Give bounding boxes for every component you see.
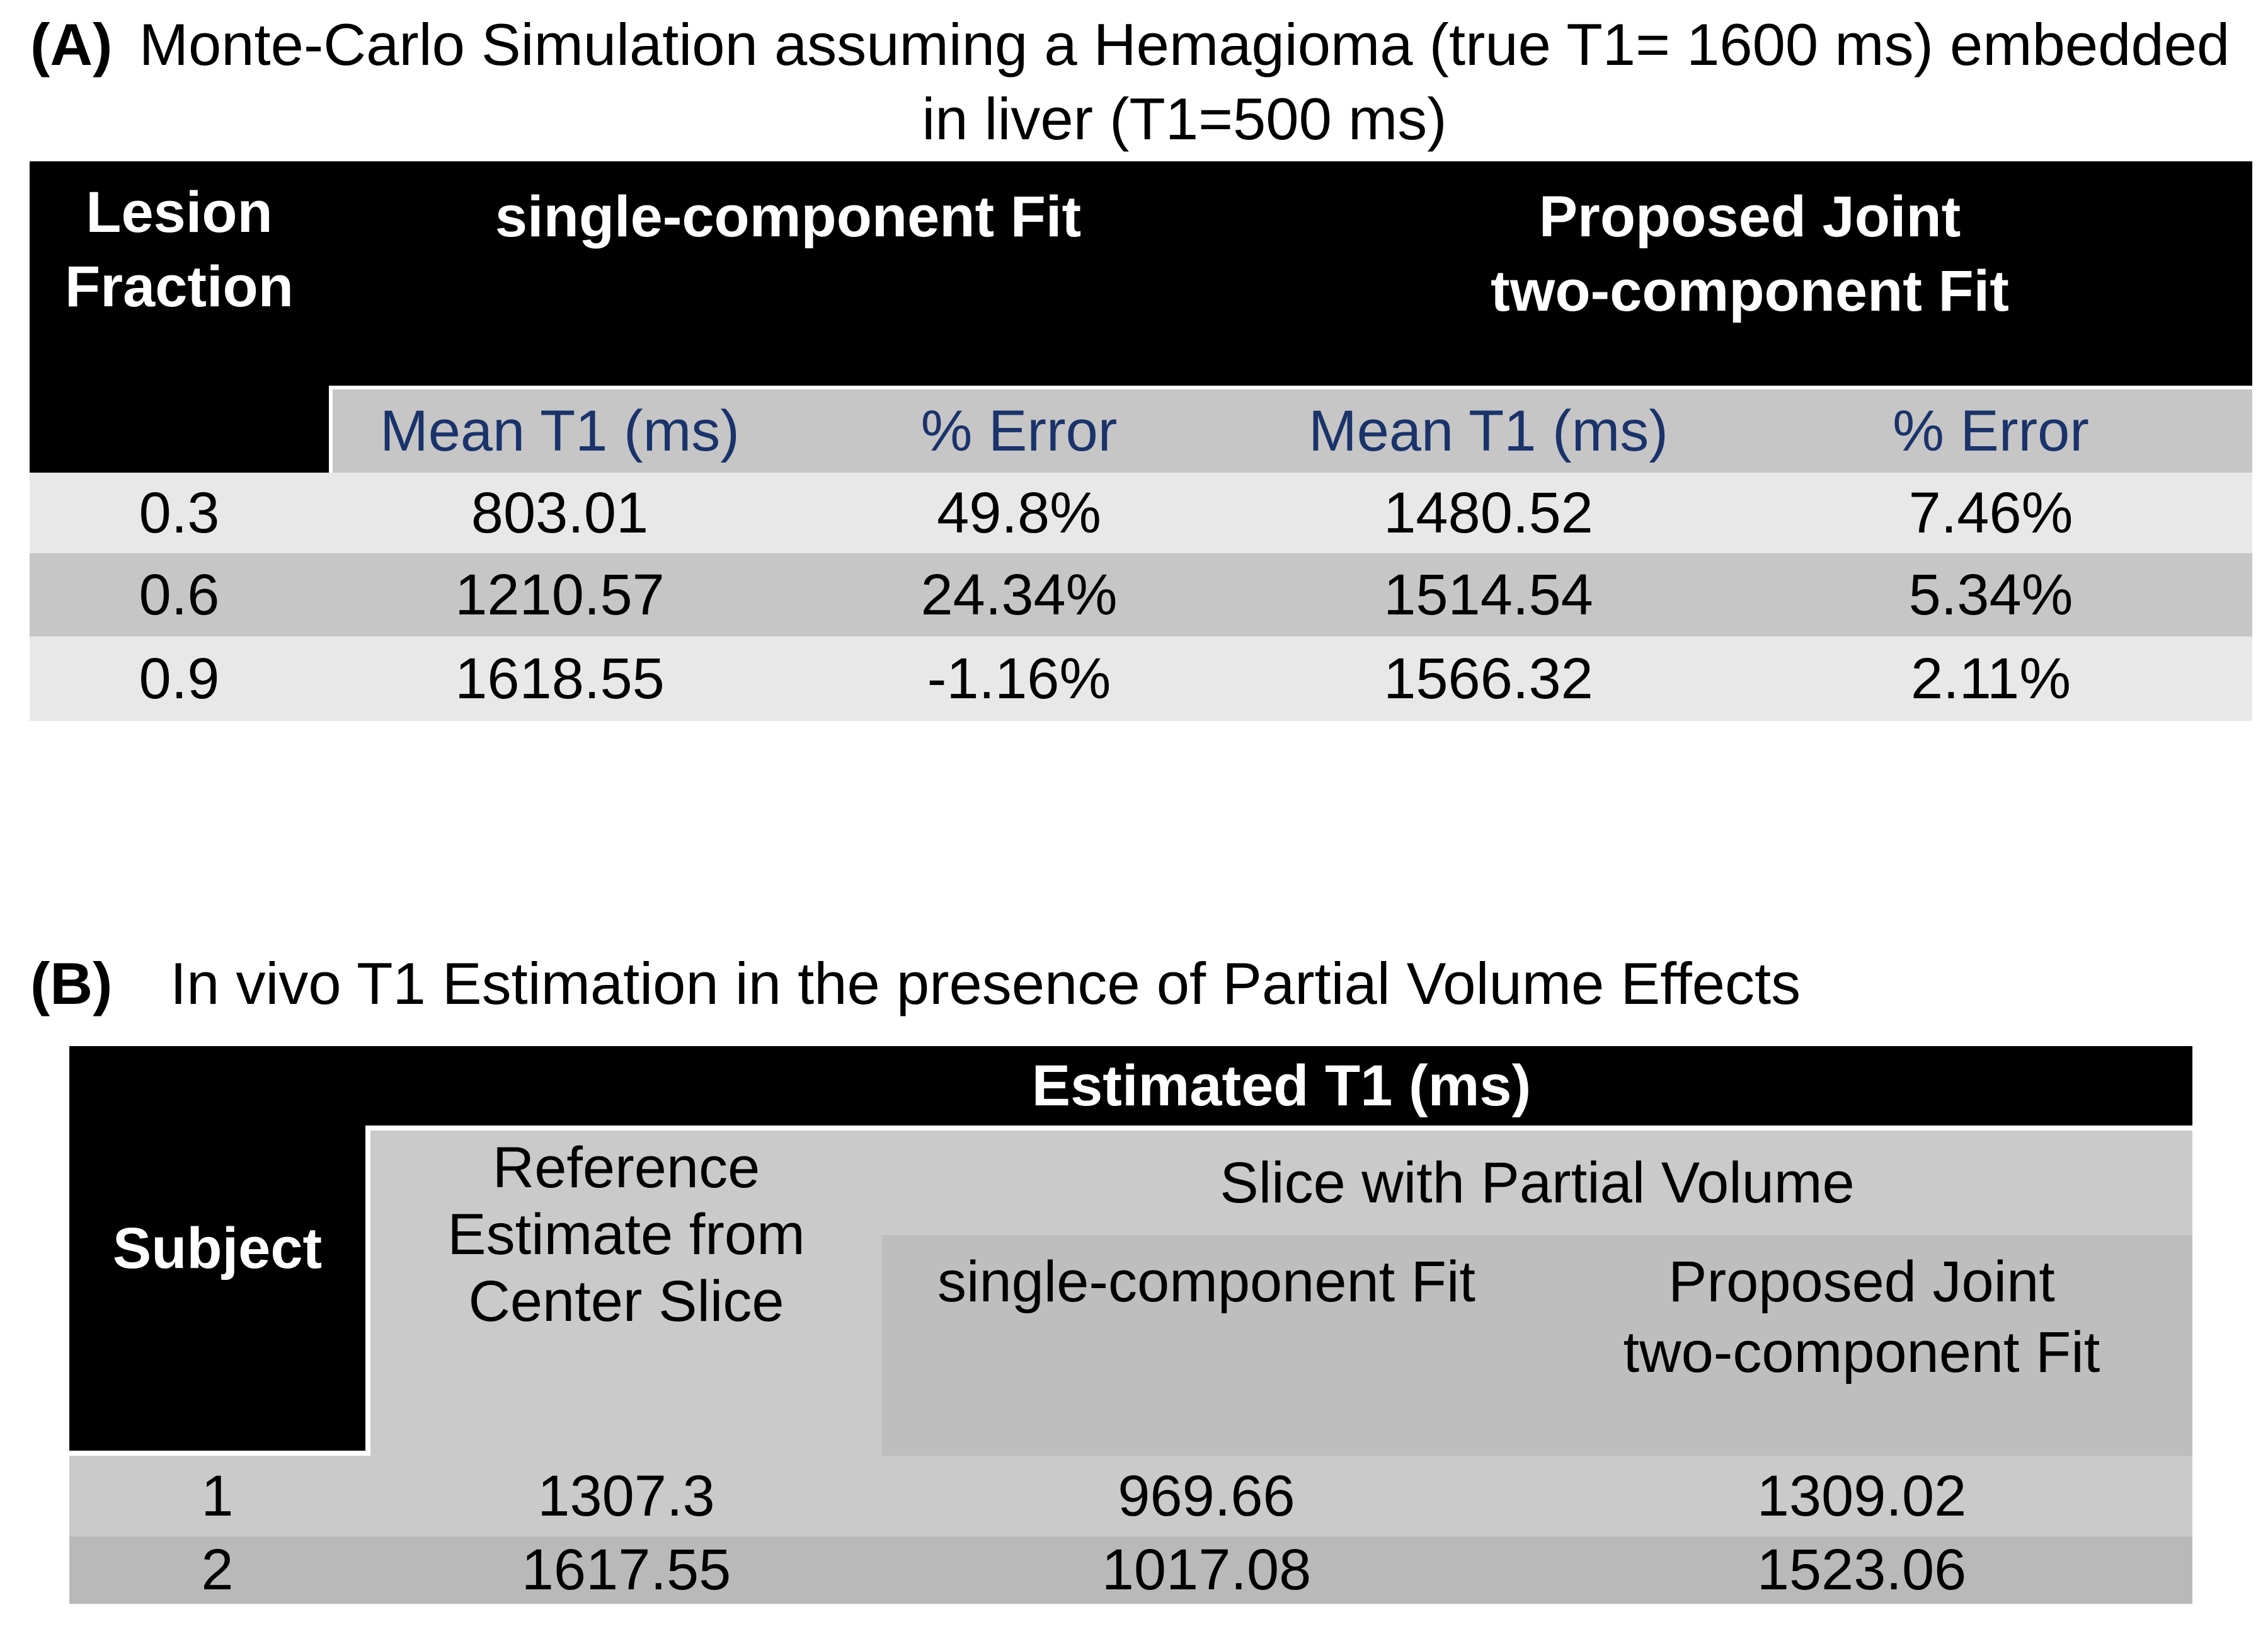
table-a-subheader-bg: [333, 389, 2252, 473]
table-b-cell: 1617.55: [521, 1538, 731, 1602]
table-b-reference-col-bg: [370, 1131, 882, 1456]
table-b-reference-header: Reference Estimate from Center Slice: [447, 1136, 805, 1333]
table-a-subheader-error-single: % Error: [920, 399, 1118, 463]
table-a-cell: 0.6: [139, 563, 220, 627]
table-a-cell: 1514.54: [1383, 563, 1593, 627]
panel-a-title-line1: Monte-Carlo Simulation assuming a Hemagi…: [139, 11, 2230, 78]
table-b-cell: 2: [201, 1538, 234, 1602]
table-b-cell: 1309.02: [1756, 1464, 1967, 1528]
table-b-cell: 1523.06: [1756, 1538, 1967, 1602]
table-b-row1-bg: [69, 1456, 2192, 1536]
table-a-cell: 2.11%: [1910, 647, 2071, 711]
panel-b-title: In vivo T1 Estimation in the presence of…: [170, 950, 1801, 1016]
table-b-cell: 1: [201, 1464, 234, 1528]
table-a-corner-header: Lesion Fraction: [65, 180, 294, 319]
table-b-fit-header-bg: [882, 1235, 2192, 1456]
panel-a-label: (A): [30, 11, 113, 78]
table-b-slice-header-bg: [882, 1131, 2192, 1235]
table-a-cell: 49.8%: [937, 481, 1101, 545]
table-a-cell: 5.34%: [1908, 563, 2073, 627]
table-b-top-header: Estimated T1 (ms): [1031, 1054, 1532, 1118]
table-a-group-joint-header: Proposed Joint two-component Fit: [1491, 185, 2009, 323]
table-a-cell: 1480.52: [1383, 481, 1593, 545]
table-a-group-single-header: single-component Fit: [495, 185, 1082, 249]
table-b-top-header-bg: [69, 1046, 2192, 1126]
table-a-row1-bg: [30, 473, 2252, 553]
table-a-cell: 803.01: [471, 481, 649, 545]
table-a-row3-bg: [30, 636, 2252, 721]
table-a-row2-bg: [30, 553, 2252, 636]
table-b-row2-bg: [69, 1536, 2192, 1604]
table-a-subheader-mean-t1-joint: Mean T1 (ms): [1309, 399, 1668, 463]
table-a-cell: 0.9: [139, 647, 220, 711]
table-a-cell: 1566.32: [1383, 647, 1593, 711]
table-a-cell: 7.46%: [1908, 481, 2073, 545]
table-a-cell: 0.3: [139, 481, 220, 545]
table-b-cell: 1017.08: [1101, 1538, 1312, 1602]
table-b-subject-header: Subject: [112, 1216, 323, 1281]
panel-b-label: (B): [30, 950, 113, 1016]
table-b-single-fit-header: single-component Fit: [937, 1250, 1475, 1314]
table-b-subject-col-bg: [69, 1046, 365, 1451]
table-b-cell: 1307.3: [537, 1464, 715, 1528]
table-a-subheader-error-joint: % Error: [1893, 399, 2089, 463]
table-b-slice-header: Slice with Partial Volume: [1220, 1151, 1855, 1215]
panel-a-title-line2: in liver (T1=500 ms): [922, 86, 1447, 152]
table-b-cell: 969.66: [1118, 1464, 1295, 1528]
table-a-subheader-mean-t1-single: Mean T1 (ms): [380, 399, 740, 463]
panel-a-title: Monte-Carlo Simulation assuming a Hemagi…: [113, 8, 2255, 156]
table-a-cell: -1.16%: [927, 647, 1111, 711]
table-b-joint-fit-header: Proposed Joint two-component Fit: [1623, 1250, 2100, 1385]
table-a-cell: 1618.55: [455, 647, 665, 711]
table-a-cell: 24.34%: [920, 563, 1118, 627]
table-a-cell: 1210.57: [455, 563, 665, 627]
